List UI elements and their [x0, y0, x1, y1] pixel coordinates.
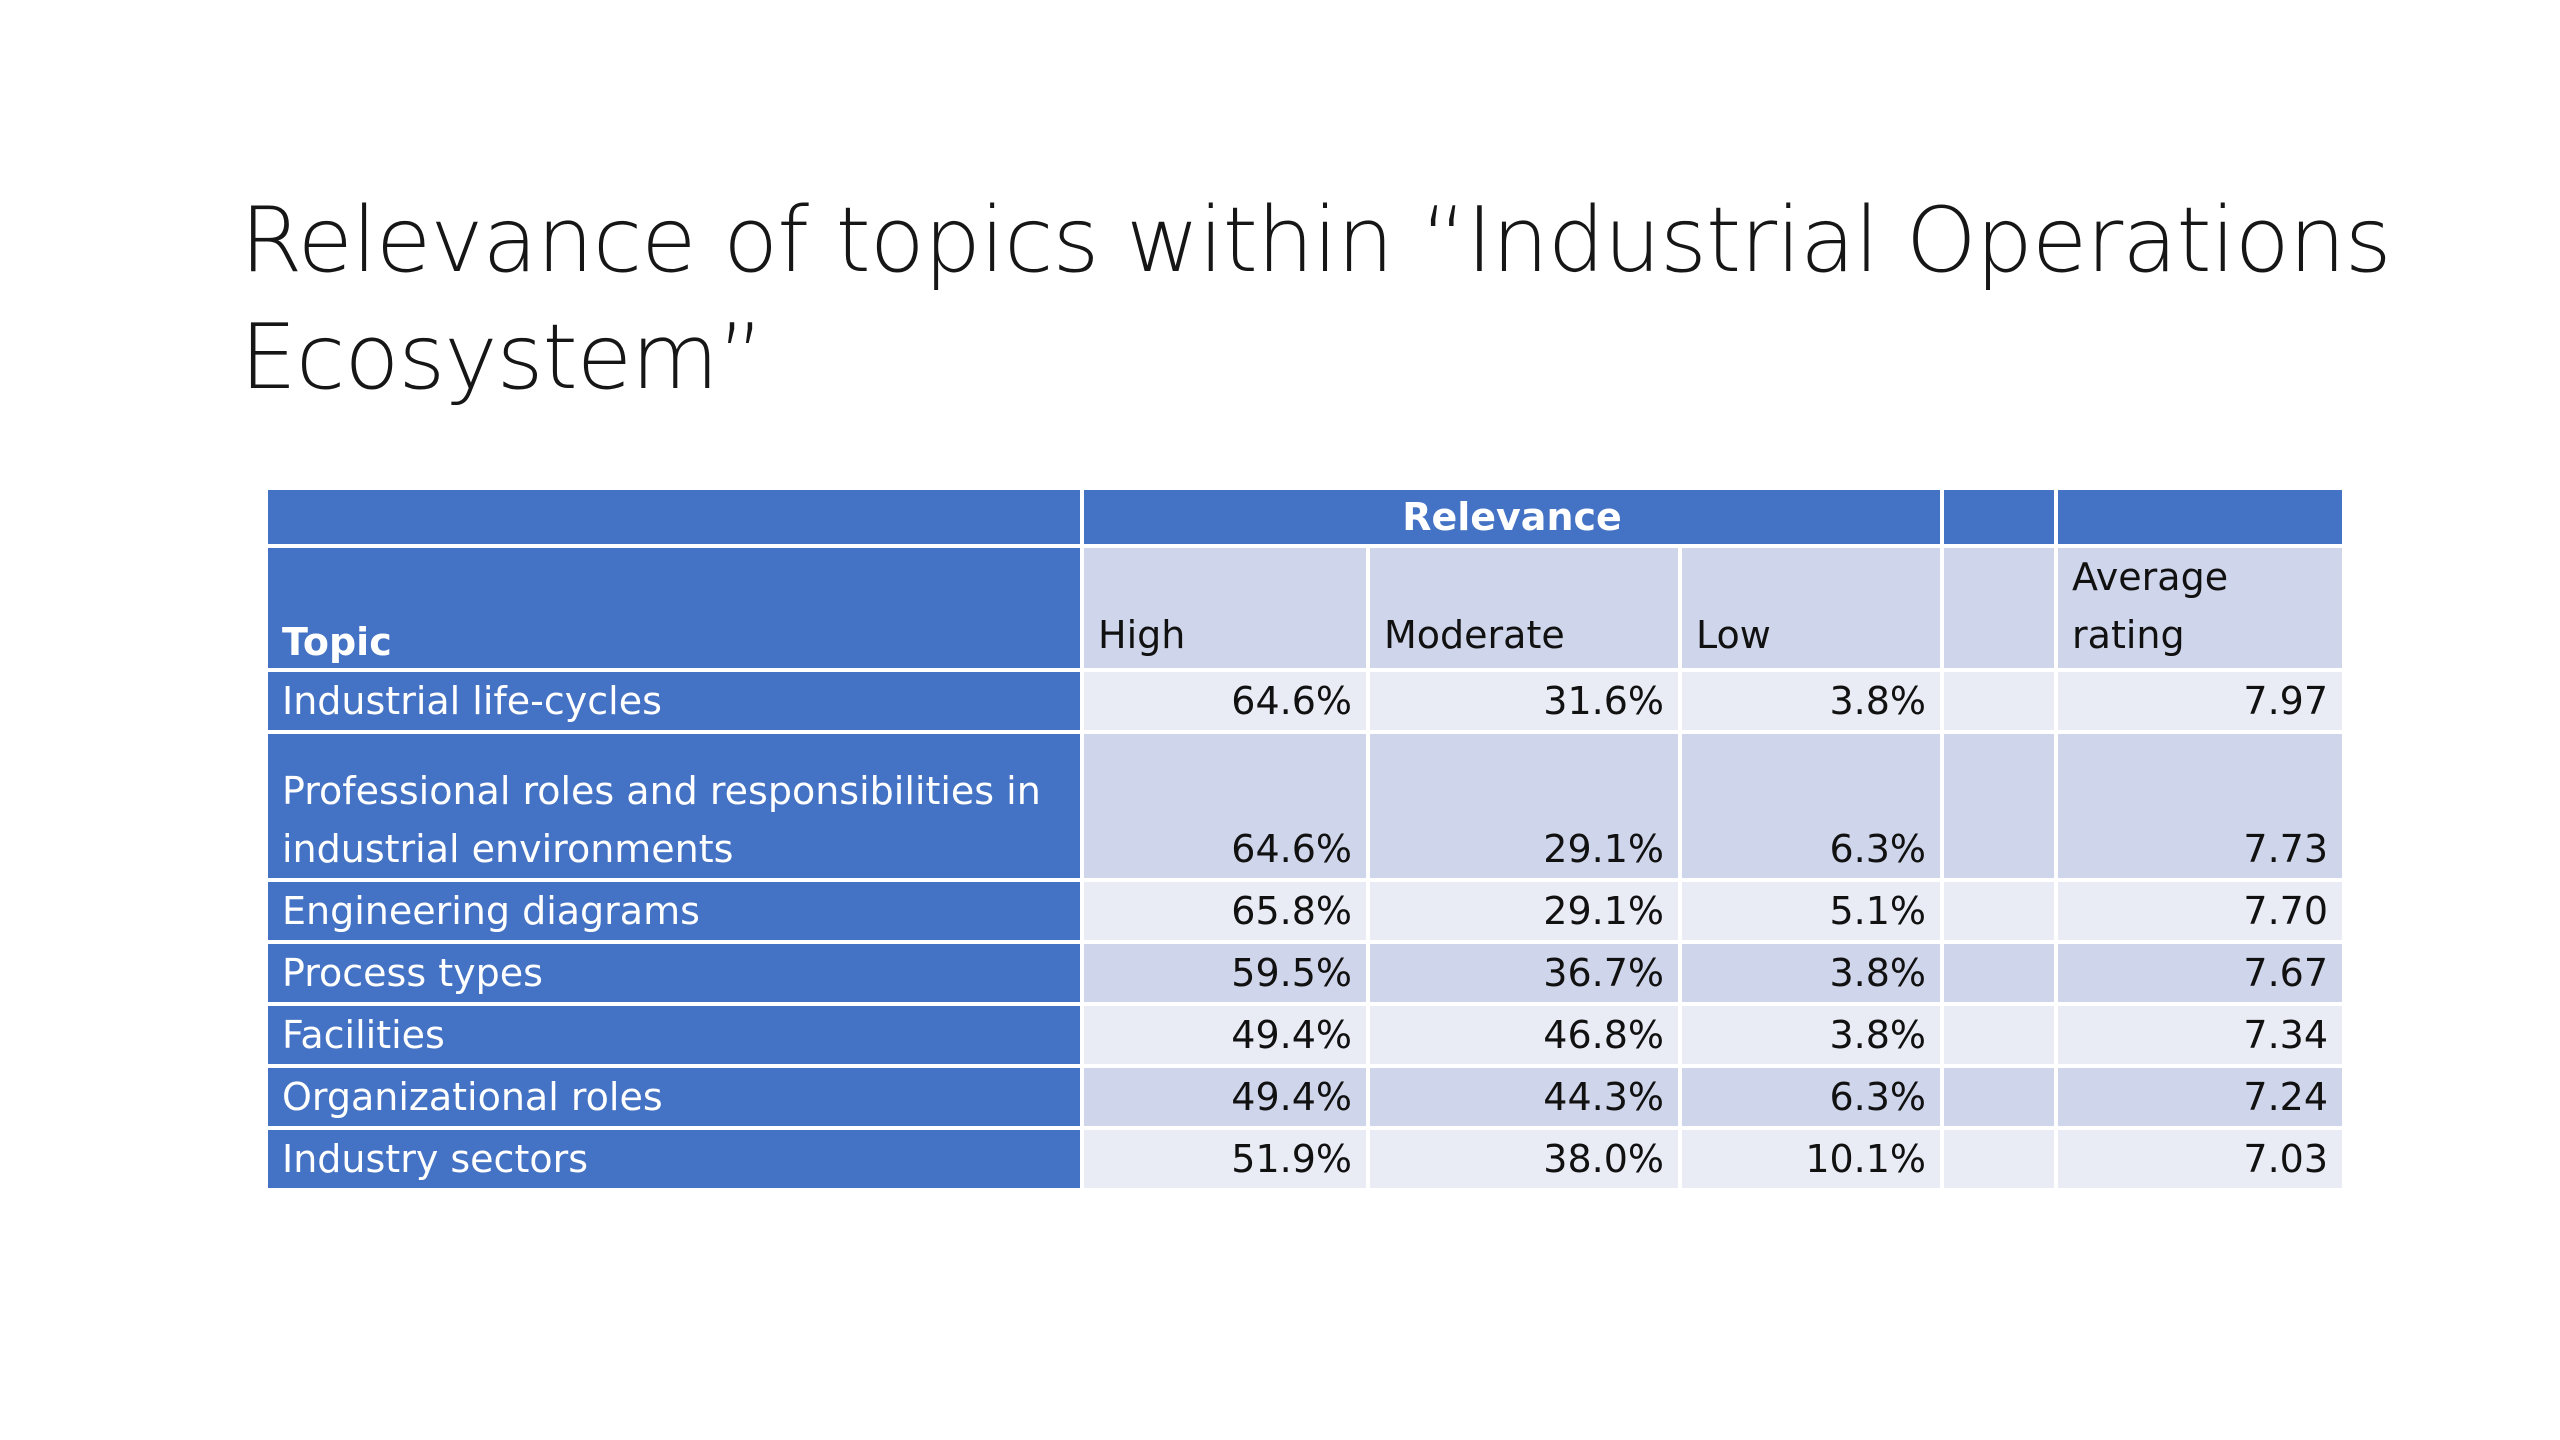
low-cell: 10.1% [1682, 1130, 1941, 1188]
low-cell: 3.8% [1682, 1006, 1941, 1064]
column-header-moderate: Moderate [1370, 548, 1678, 668]
table-row: Industrial life-cycles 64.6% 31.6% 3.8% … [268, 672, 2343, 730]
high-cell: 65.8% [1084, 882, 1366, 940]
high-cell: 51.9% [1084, 1130, 1366, 1188]
table-row: Facilities 49.4% 46.8% 3.8% 7.34 [268, 1006, 2343, 1064]
average-rating-cell: 7.03 [2058, 1130, 2343, 1188]
high-cell: 64.6% [1084, 734, 1366, 878]
table-row: Process types 59.5% 36.7% 3.8% 7.67 [268, 944, 2343, 1002]
topic-cell: Organizational roles [268, 1068, 1080, 1126]
column-header-high: High [1084, 548, 1366, 668]
column-header-topic: Topic [268, 548, 1080, 668]
average-rating-cell: 7.73 [2058, 734, 2343, 878]
moderate-cell: 29.1% [1370, 882, 1678, 940]
blank-cell [1944, 1068, 2055, 1126]
column-header-low: Low [1682, 548, 1941, 668]
relevance-table-container: Relevance Topic High Moderate Low Averag… [268, 490, 2343, 1188]
column-header-blank [1944, 548, 2055, 668]
high-cell: 64.6% [1084, 672, 1366, 730]
topic-cell: Facilities [268, 1006, 1080, 1064]
table-row: Organizational roles 49.4% 44.3% 6.3% 7.… [268, 1068, 2343, 1126]
high-cell: 59.5% [1084, 944, 1366, 1002]
relevance-group-header: Relevance [1084, 490, 1941, 544]
blank-cell [1944, 882, 2055, 940]
average-rating-cell: 7.34 [2058, 1006, 2343, 1064]
high-cell: 49.4% [1084, 1006, 1366, 1064]
table-row: Professional roles and responsibilities … [268, 734, 2343, 878]
average-rating-cell: 7.24 [2058, 1068, 2343, 1126]
relevance-table: Relevance Topic High Moderate Low Averag… [264, 486, 2346, 1192]
low-cell: 5.1% [1682, 882, 1941, 940]
moderate-cell: 29.1% [1370, 734, 1678, 878]
moderate-cell: 46.8% [1370, 1006, 1678, 1064]
low-cell: 6.3% [1682, 734, 1941, 878]
high-cell: 49.4% [1084, 1068, 1366, 1126]
blank-cell [1944, 1006, 2055, 1064]
column-header-average-rating: Average rating [2058, 548, 2343, 668]
blank-cell [1944, 672, 2055, 730]
table-row: Industry sectors 51.9% 38.0% 10.1% 7.03 [268, 1130, 2343, 1188]
group-header-empty-blank [1944, 490, 2055, 544]
group-header-empty-average [2058, 490, 2343, 544]
moderate-cell: 44.3% [1370, 1068, 1678, 1126]
topic-cell: Process types [268, 944, 1080, 1002]
group-header-empty-topic [268, 490, 1080, 544]
moderate-cell: 38.0% [1370, 1130, 1678, 1188]
moderate-cell: 36.7% [1370, 944, 1678, 1002]
blank-cell [1944, 734, 2055, 878]
blank-cell [1944, 1130, 2055, 1188]
table-row: Engineering diagrams 65.8% 29.1% 5.1% 7.… [268, 882, 2343, 940]
average-rating-cell: 7.67 [2058, 944, 2343, 1002]
group-header-row: Relevance [268, 490, 2343, 544]
topic-cell: Engineering diagrams [268, 882, 1080, 940]
column-header-row: Topic High Moderate Low Average rating [268, 548, 2343, 668]
topic-cell: Industry sectors [268, 1130, 1080, 1188]
topic-cell: Professional roles and responsibilities … [268, 734, 1080, 878]
low-cell: 3.8% [1682, 944, 1941, 1002]
moderate-cell: 31.6% [1370, 672, 1678, 730]
average-rating-cell: 7.70 [2058, 882, 2343, 940]
low-cell: 3.8% [1682, 672, 1941, 730]
topic-cell: Industrial life-cycles [268, 672, 1080, 730]
blank-cell [1944, 944, 2055, 1002]
slide-title: Relevance of topics within “Industrial O… [240, 188, 2392, 410]
low-cell: 6.3% [1682, 1068, 1941, 1126]
average-rating-cell: 7.97 [2058, 672, 2343, 730]
